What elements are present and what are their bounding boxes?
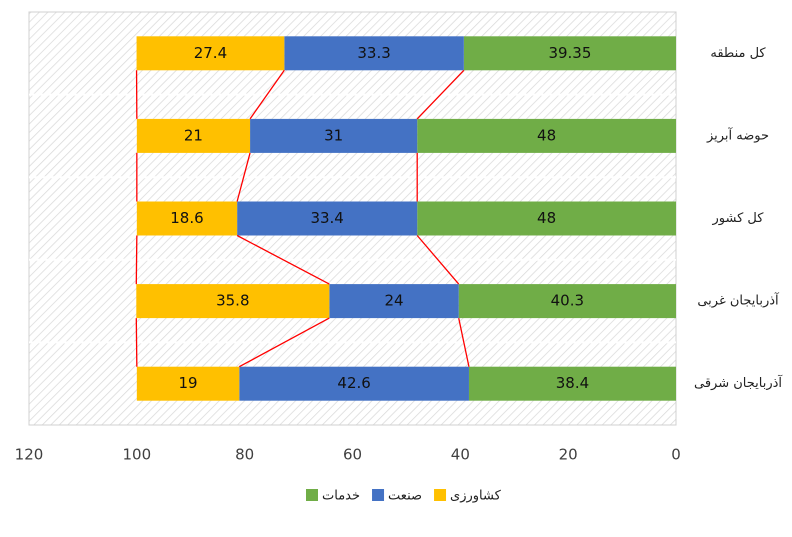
bar: [136, 118, 251, 153]
value-label: 21: [184, 126, 203, 144]
category-label: آذربایجان غربی: [697, 292, 780, 309]
value-label: 40.3: [551, 292, 584, 310]
value-label: 39.35: [548, 44, 591, 62]
value-label: 24: [384, 292, 403, 310]
legend-swatch: [306, 489, 318, 501]
value-label: 27.4: [194, 44, 227, 62]
x-tick-label: 60: [343, 446, 362, 464]
series-line: [236, 152, 251, 202]
value-label: 33.3: [357, 44, 390, 62]
x-tick-label: 100: [123, 446, 152, 464]
series-line: [135, 318, 138, 367]
x-tick-label: 20: [559, 446, 578, 464]
value-label: 42.6: [337, 374, 370, 392]
series-line: [236, 234, 330, 285]
x-tick-label: 0: [671, 446, 681, 464]
series-line: [249, 69, 285, 120]
value-label: 18.6: [170, 209, 203, 227]
bar: [458, 284, 676, 319]
x-tick-label: 120: [15, 446, 44, 464]
bar: [417, 201, 676, 236]
bar: [468, 366, 676, 401]
legend-swatch: [372, 489, 385, 501]
series-line: [458, 317, 470, 367]
value-label: 48: [537, 126, 556, 144]
value-label: 48: [537, 209, 556, 227]
bar: [136, 36, 285, 71]
legend-label: خدمات: [322, 489, 360, 504]
category-label: کل کشور: [712, 211, 765, 226]
category-label: آذربایجان شرقی: [694, 374, 783, 391]
bar: [329, 284, 459, 319]
bar: [239, 366, 469, 401]
x-tick-label: 80: [235, 446, 254, 464]
series-line: [416, 69, 465, 120]
bar: [417, 118, 676, 153]
bar: [136, 284, 330, 319]
series-line: [135, 235, 138, 285]
value-label: 19: [179, 374, 198, 392]
bar: [463, 36, 676, 71]
series-line: [416, 235, 460, 285]
category-label: کل منطقه: [710, 46, 766, 61]
value-label: 35.8: [216, 292, 249, 310]
value-label: 33.4: [310, 209, 343, 227]
series-line: [238, 317, 330, 368]
legend-label: صنعت: [388, 489, 422, 504]
bar: [284, 36, 464, 71]
legend-swatch: [434, 489, 447, 501]
bar: [250, 118, 418, 153]
legend-label: کشاورزی: [450, 489, 502, 504]
category-label: حوضه آبریز: [706, 126, 769, 143]
legend: خدمات صنعت کشاورزی: [306, 489, 502, 504]
value-label: 31: [324, 126, 343, 144]
bar: [237, 201, 418, 236]
bar: [136, 201, 238, 236]
value-label: 38.4: [556, 374, 589, 392]
x-tick-label: 40: [451, 446, 470, 464]
bar: [136, 366, 240, 401]
